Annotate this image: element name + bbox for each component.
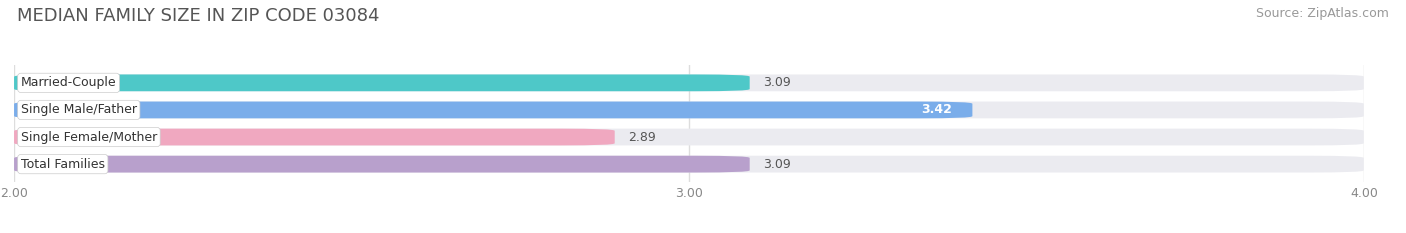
Text: MEDIAN FAMILY SIZE IN ZIP CODE 03084: MEDIAN FAMILY SIZE IN ZIP CODE 03084 xyxy=(17,7,380,25)
Text: 3.09: 3.09 xyxy=(763,76,792,89)
Text: 3.42: 3.42 xyxy=(921,103,952,116)
FancyBboxPatch shape xyxy=(14,129,1364,145)
FancyBboxPatch shape xyxy=(14,156,749,172)
Text: Total Families: Total Families xyxy=(21,158,105,171)
Text: Source: ZipAtlas.com: Source: ZipAtlas.com xyxy=(1256,7,1389,20)
FancyBboxPatch shape xyxy=(14,102,1364,118)
FancyBboxPatch shape xyxy=(14,75,1364,91)
Text: Single Male/Father: Single Male/Father xyxy=(21,103,136,116)
Text: 2.89: 2.89 xyxy=(628,130,657,144)
FancyBboxPatch shape xyxy=(14,129,614,145)
Text: 3.09: 3.09 xyxy=(763,158,792,171)
FancyBboxPatch shape xyxy=(14,156,1364,172)
Text: Single Female/Mother: Single Female/Mother xyxy=(21,130,157,144)
FancyBboxPatch shape xyxy=(14,75,749,91)
FancyBboxPatch shape xyxy=(14,102,973,118)
Text: Married-Couple: Married-Couple xyxy=(21,76,117,89)
